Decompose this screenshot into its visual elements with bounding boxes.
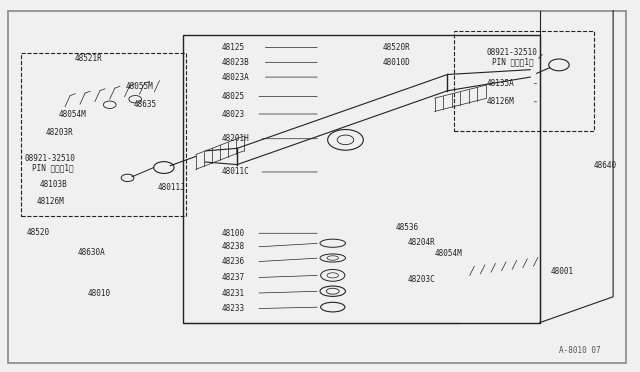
Text: 08921-32510: 08921-32510 xyxy=(487,48,538,57)
Text: 48521R: 48521R xyxy=(75,54,102,63)
Text: 48203C: 48203C xyxy=(408,275,436,283)
Text: 48011C: 48011C xyxy=(221,167,249,176)
Text: 48640: 48640 xyxy=(594,161,617,170)
Text: 48011J: 48011J xyxy=(157,183,185,192)
Text: 48201H: 48201H xyxy=(221,134,249,143)
Text: A-8010 07: A-8010 07 xyxy=(559,346,600,355)
Text: 48055M: 48055M xyxy=(125,82,154,91)
Text: 48135A: 48135A xyxy=(487,79,515,88)
Text: 48126M: 48126M xyxy=(487,97,515,106)
Text: 48023: 48023 xyxy=(221,109,244,119)
FancyBboxPatch shape xyxy=(8,11,626,363)
Text: 48054M: 48054M xyxy=(435,249,463,258)
Text: 48536: 48536 xyxy=(395,223,419,232)
Text: 48010: 48010 xyxy=(88,289,111,298)
Text: 48100: 48100 xyxy=(221,229,244,238)
Text: 48203R: 48203R xyxy=(46,128,74,137)
Text: 48238: 48238 xyxy=(221,243,244,251)
Text: 48054M: 48054M xyxy=(59,109,86,119)
Text: 48520: 48520 xyxy=(27,228,50,237)
Text: 48023A: 48023A xyxy=(221,73,249,81)
Text: 48237: 48237 xyxy=(221,273,244,282)
Text: 48126M: 48126M xyxy=(36,197,64,206)
Text: 48233: 48233 xyxy=(221,304,244,313)
Text: 48204R: 48204R xyxy=(408,238,436,247)
Text: PIN ピン（1）: PIN ピン（1） xyxy=(492,58,534,67)
Text: 48025: 48025 xyxy=(221,92,244,101)
Text: PIN ピン（1）: PIN ピン（1） xyxy=(32,164,74,173)
Text: 48520R: 48520R xyxy=(383,43,410,52)
Text: 48125: 48125 xyxy=(221,43,244,52)
Text: 08921-32510: 08921-32510 xyxy=(24,154,76,163)
Text: 48231: 48231 xyxy=(221,289,244,298)
Text: 48001: 48001 xyxy=(550,267,574,276)
Text: 48635: 48635 xyxy=(133,100,156,109)
Text: 48010D: 48010D xyxy=(383,58,410,67)
Text: 48023B: 48023B xyxy=(221,58,249,67)
Text: 48103B: 48103B xyxy=(40,180,67,189)
Text: 48236: 48236 xyxy=(221,257,244,266)
Text: 48630A: 48630A xyxy=(78,248,106,257)
